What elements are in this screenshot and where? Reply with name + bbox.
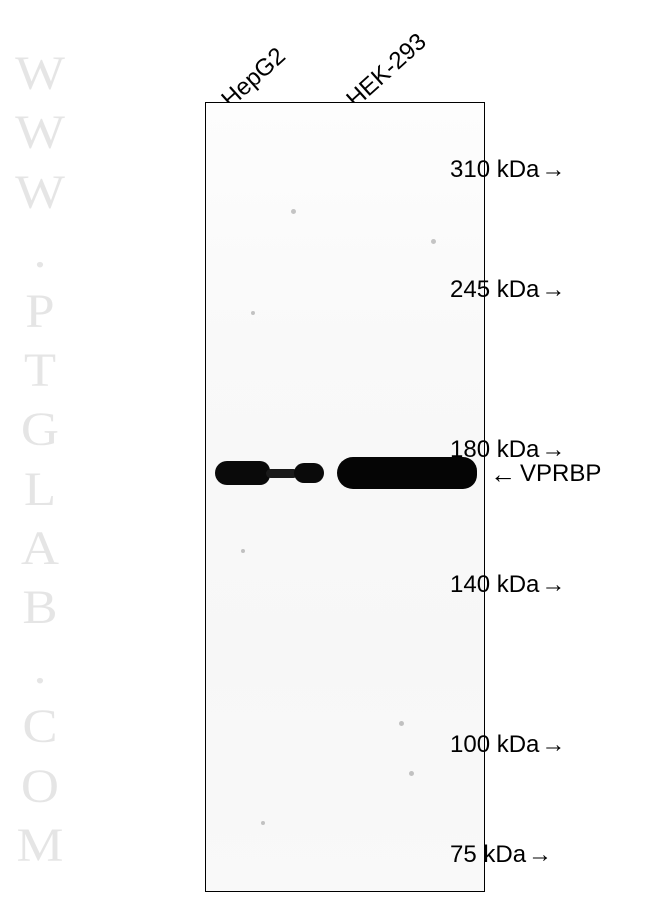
mw-marker-100: 100 kDa →	[450, 733, 650, 757]
band-hepg2-right	[294, 463, 324, 483]
blot-speck	[291, 209, 296, 214]
mw-marker-text: 140 kDa	[450, 571, 539, 599]
mw-marker-140: 140 kDa →	[450, 573, 650, 597]
mw-marker-245: 245 kDa →	[450, 278, 650, 302]
lane-label-text: HEK-293	[341, 28, 431, 113]
arrow-right-icon: →	[541, 573, 565, 597]
target-protein-name: VPRBP	[520, 460, 601, 488]
watermark-char: T	[7, 347, 73, 395]
western-blot-figure: W W W . P T G L A B . C O M HepG2 HEK-29…	[0, 0, 650, 903]
mw-marker-310: 310 kDa →	[450, 158, 650, 182]
mw-marker-text: 75 kDa	[450, 841, 526, 869]
watermark-char: P	[7, 288, 73, 336]
watermark-char: C	[7, 703, 73, 751]
watermark-char: O	[7, 763, 73, 811]
arrow-left-icon: ←	[490, 461, 516, 487]
watermark-char: L	[7, 466, 73, 514]
blot-speck	[399, 721, 404, 726]
blot-speck	[409, 771, 414, 776]
mw-marker-180: 180 kDa →	[450, 438, 650, 462]
arrow-right-icon: →	[541, 733, 565, 757]
mw-marker-text: 310 kDa	[450, 156, 539, 184]
mw-marker-text: 100 kDa	[450, 731, 539, 759]
blot-speck	[251, 311, 255, 315]
blot-speck	[241, 549, 245, 553]
blot-speck	[431, 239, 436, 244]
arrow-right-icon: →	[541, 438, 565, 462]
target-protein-label: ← VPRBP	[490, 460, 601, 488]
arrow-right-icon: →	[541, 278, 565, 302]
mw-marker-75: 75 kDa →	[450, 843, 650, 867]
arrow-right-icon: →	[528, 843, 552, 867]
watermark-char: W	[7, 50, 73, 98]
watermark-char: W	[7, 169, 73, 217]
watermark-char: M	[7, 822, 73, 870]
watermark-char: A	[7, 525, 73, 573]
watermark-char: .	[7, 644, 73, 692]
arrow-right-icon: →	[541, 158, 565, 182]
watermark-char: B	[7, 584, 73, 632]
watermark-char: W	[7, 109, 73, 157]
blot-membrane	[205, 102, 485, 892]
mw-marker-text: 245 kDa	[450, 276, 539, 304]
watermark: W W W . P T G L A B . C O M	[10, 50, 70, 870]
blot-speck	[261, 821, 265, 825]
band-hepg2-left	[215, 461, 270, 485]
watermark-char: .	[7, 228, 73, 276]
watermark-char: G	[7, 406, 73, 454]
